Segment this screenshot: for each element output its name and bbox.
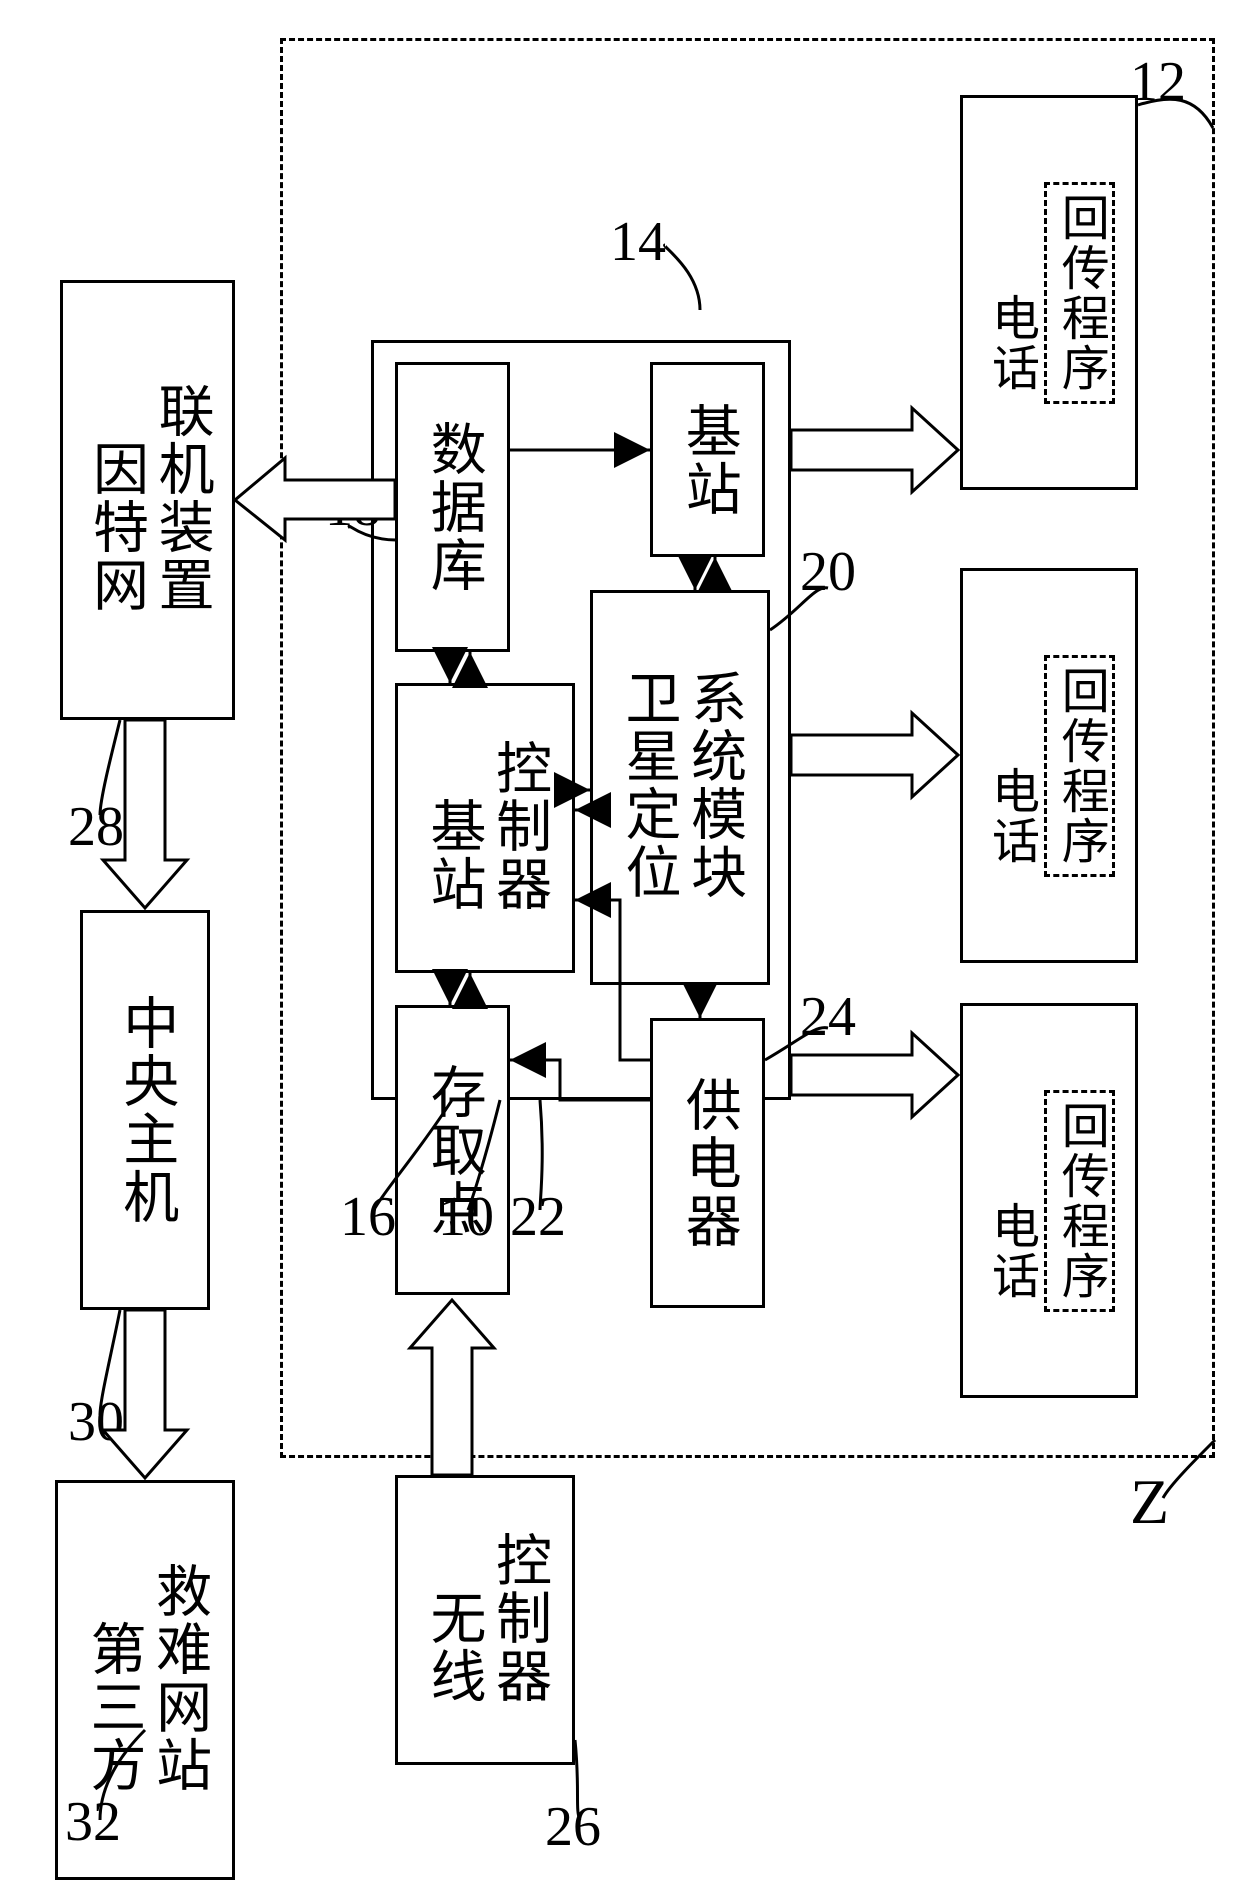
- phone-1: 电话 回传程序: [960, 95, 1138, 490]
- phone-3-inner: 回传程序: [1053, 1101, 1106, 1301]
- power-box: 供电器: [650, 1018, 765, 1308]
- ref-12: 12: [1130, 50, 1186, 114]
- ref-10: 10: [438, 1185, 494, 1249]
- power-label: 供电器: [677, 1076, 739, 1250]
- bts-label: 基站: [677, 402, 739, 518]
- ref-20: 20: [800, 540, 856, 604]
- wireless-ctrl-box: 无线 控制器: [395, 1475, 575, 1765]
- phone-2: 电话 回传程序: [960, 568, 1138, 963]
- ref-16: 16: [340, 1185, 396, 1249]
- ref-32-final: 32: [65, 1790, 121, 1854]
- internet-box: 因特网 联机装置: [60, 280, 235, 720]
- bsc-box: 基站 控制器: [395, 683, 575, 973]
- ref-14: 14: [610, 210, 666, 274]
- central-host-label: 中央主机: [114, 994, 176, 1226]
- phone-2-inner: 回传程序: [1053, 666, 1106, 866]
- phone-3-outer: 电话: [983, 1201, 1036, 1301]
- phone-1-inner: 回传程序: [1053, 193, 1106, 393]
- phone-2-outer: 电话: [983, 766, 1036, 866]
- database-box: 数据库: [395, 362, 510, 652]
- ref-26: 26: [545, 1795, 601, 1859]
- phone-1-outer: 电话: [983, 293, 1036, 393]
- gps-box: 卫星定位 系统模块: [590, 590, 770, 985]
- gps-l2: 系统模块: [682, 669, 744, 901]
- ref-22: 22: [510, 1185, 566, 1249]
- zone-z-label: Z: [1130, 1465, 1169, 1539]
- bsc-l1: 基站: [421, 797, 483, 913]
- central-host-box: 中央主机: [80, 910, 210, 1310]
- wlc-l2: 控制器: [487, 1531, 549, 1705]
- bsc-l2: 控制器: [487, 739, 549, 913]
- ap-box: 存取点: [395, 1005, 510, 1295]
- internet-l2: 联机装置: [150, 382, 212, 614]
- phone-3: 电话 回传程序: [960, 1003, 1138, 1398]
- bts-box: 基站: [650, 362, 765, 557]
- ref-28: 28: [68, 795, 124, 859]
- third-l2: 救难网站: [147, 1562, 209, 1794]
- internet-l1: 因特网: [84, 440, 146, 614]
- ref-18: 18: [325, 475, 381, 539]
- database-label: 数据库: [422, 420, 484, 594]
- wlc-l1: 无线: [421, 1589, 483, 1705]
- gps-l1: 卫星定位: [616, 669, 678, 901]
- third-l1: 第三方: [81, 1620, 143, 1794]
- ref-24: 24: [800, 985, 856, 1049]
- ref-30: 30: [68, 1390, 124, 1454]
